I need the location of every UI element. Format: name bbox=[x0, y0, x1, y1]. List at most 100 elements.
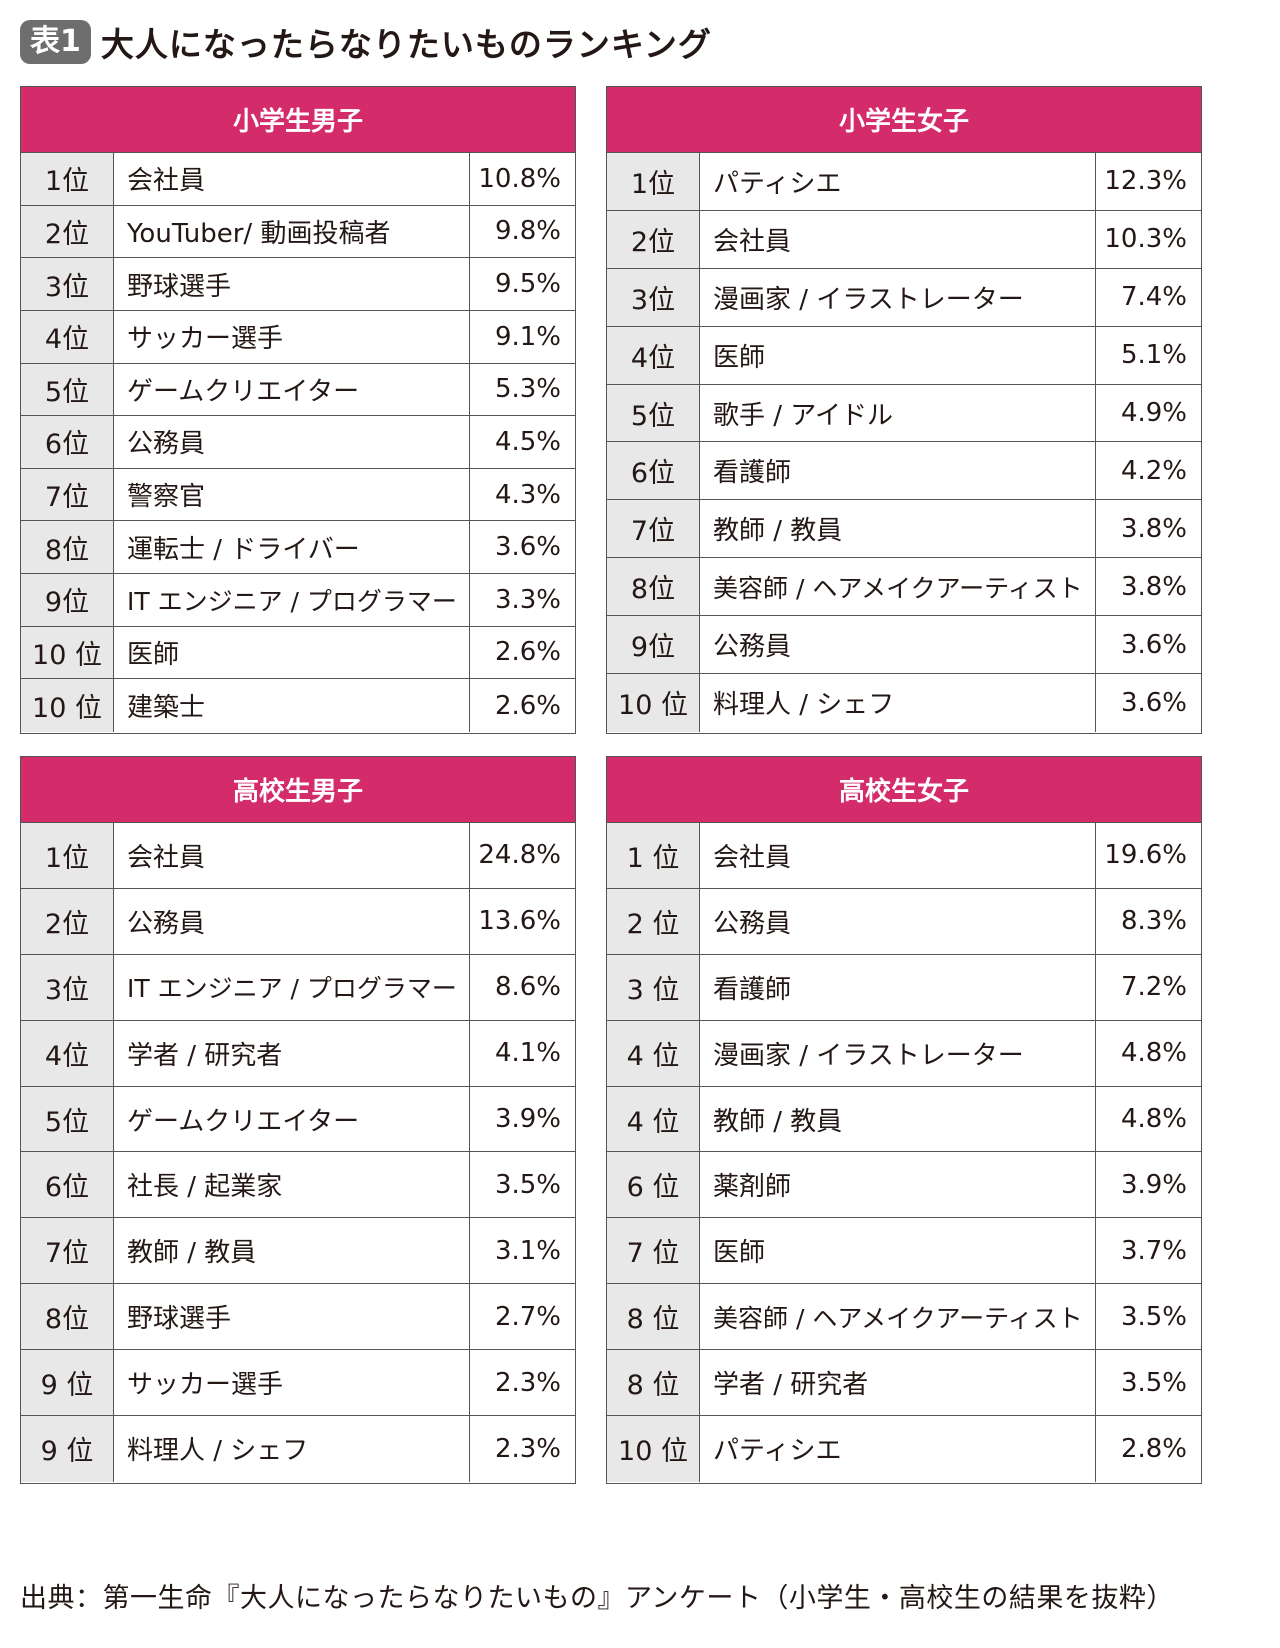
rank-cell: 7位 bbox=[607, 500, 700, 558]
percentage-cell: 10.3% bbox=[1104, 224, 1187, 255]
table-row: 8位 野球選手 2.7% bbox=[21, 1284, 575, 1351]
occupation-cell: 教師 / 教員 bbox=[700, 1086, 1096, 1152]
table-title: 小学生男子 bbox=[21, 87, 575, 153]
occupation-cell: 運転士 / ドライバー bbox=[114, 521, 470, 573]
rank-cell: 4 位 bbox=[607, 1086, 700, 1152]
occupation-cell: 公務員 bbox=[114, 888, 470, 954]
percentage-cell: 4.5% bbox=[494, 426, 561, 457]
occupation-cell: 歌手 / アイドル bbox=[700, 384, 1096, 442]
table-row: 5位 ゲームクリエイター 5.3% bbox=[21, 363, 575, 417]
percentage-cell: 3.6% bbox=[1120, 629, 1187, 660]
rank-cell: 9位 bbox=[607, 616, 700, 674]
occupation-cell: 会社員 bbox=[114, 153, 470, 205]
occupation-cell: 漫画家 / イラストレーター bbox=[700, 1020, 1096, 1086]
table-row: 2位 YouTuber/ 動画投稿者 9.8% bbox=[21, 205, 575, 259]
rank-cell: 2位 bbox=[21, 205, 114, 258]
rank-cell: 7位 bbox=[21, 1218, 114, 1284]
page-title: 大人になったらなりたいものランキング bbox=[100, 25, 712, 64]
percentage-cell: 2.7% bbox=[494, 1301, 561, 1332]
rank-cell: 4 位 bbox=[607, 1020, 700, 1086]
occupation-cell: IT エンジニア / プログラマー bbox=[114, 954, 470, 1020]
rank-cell: 10 位 bbox=[607, 674, 700, 732]
percentage-cell: 3.6% bbox=[1120, 687, 1187, 718]
table-row: 4 位漫画家 / イラストレーター 4.8% bbox=[607, 1020, 1201, 1087]
table-row: 9位 公務員 3.6% bbox=[607, 616, 1201, 675]
percentage-cell: 2.8% bbox=[1120, 1433, 1187, 1464]
table-row: 1位 会社員 10.8% bbox=[21, 153, 575, 206]
rank-cell: 8 位 bbox=[607, 1350, 700, 1416]
source-note: 出典：第一生命『大人になったらなりたいもの』アンケート（小学生・高校生の結果を抜… bbox=[20, 1583, 1174, 1614]
occupation-cell: 料理人 / シェフ bbox=[114, 1416, 470, 1482]
percentage-cell: 9.1% bbox=[494, 321, 561, 352]
rank-cell: 1位 bbox=[607, 153, 700, 210]
rank-cell: 6 位 bbox=[607, 1152, 700, 1218]
occupation-cell: 野球選手 bbox=[114, 1284, 470, 1350]
rank-cell: 2位 bbox=[607, 210, 700, 268]
percentage-cell: 3.5% bbox=[494, 1169, 561, 1200]
percentage-cell: 3.9% bbox=[1120, 1169, 1187, 1200]
occupation-cell: 建築士 bbox=[114, 679, 470, 732]
table-row: 9 位サッカー選手 2.3% bbox=[21, 1350, 575, 1417]
occupation-cell: 薬剤師 bbox=[700, 1152, 1096, 1218]
rank-cell: 1位 bbox=[21, 153, 114, 205]
table-title: 小学生女子 bbox=[607, 87, 1201, 153]
table-row: 1位 会社員 24.8% bbox=[21, 823, 575, 889]
table-row: 9 位料理人 / シェフ 2.3% bbox=[21, 1416, 575, 1482]
rank-cell: 10 位 bbox=[21, 626, 114, 679]
occupation-cell: 美容師 / ヘアメイクアーティスト bbox=[700, 558, 1096, 616]
percentage-cell: 3.6% bbox=[494, 532, 561, 563]
table-row: 2位 会社員 10.3% bbox=[607, 210, 1201, 269]
occupation-cell: 医師 bbox=[700, 326, 1096, 384]
table-elementary-boys: 小学生男子 1位 会社員 10.8% 2位 YouTuber/ 動画投稿者 9.8% 3位 野球… bbox=[20, 86, 576, 734]
occupation-cell: 公務員 bbox=[114, 416, 470, 468]
table-row: 5位 歌手 / アイドル 4.9% bbox=[607, 384, 1201, 443]
table-row: 10 位建築士 2.6% bbox=[21, 679, 575, 732]
table-row: 8 位学者 / 研究者 3.5% bbox=[607, 1350, 1201, 1417]
rank-cell: 9 位 bbox=[21, 1350, 114, 1416]
rank-cell: 3位 bbox=[21, 954, 114, 1020]
percentage-cell: 10.8% bbox=[478, 163, 561, 194]
rank-cell: 1 位 bbox=[607, 823, 700, 888]
table-row: 2位 公務員 13.6% bbox=[21, 888, 575, 955]
rank-cell: 4位 bbox=[21, 1020, 114, 1086]
table-row: 10 位料理人 / シェフ 3.6% bbox=[607, 674, 1201, 732]
rank-cell: 7 位 bbox=[607, 1218, 700, 1284]
occupation-cell: 看護師 bbox=[700, 442, 1096, 500]
table-row: 4位 学者 / 研究者 4.1% bbox=[21, 1020, 575, 1087]
occupation-cell: 公務員 bbox=[700, 888, 1096, 954]
occupation-cell: 美容師 / ヘアメイクアーティスト bbox=[700, 1284, 1096, 1350]
rank-cell: 4位 bbox=[21, 310, 114, 363]
table-row: 3 位看護師 7.2% bbox=[607, 954, 1201, 1021]
percentage-cell: 5.1% bbox=[1120, 340, 1187, 371]
percentage-cell: 12.3% bbox=[1104, 166, 1187, 197]
page-header: 表1 大人になったらなりたいものランキング bbox=[20, 18, 712, 66]
percentage-cell: 24.8% bbox=[478, 840, 561, 871]
table-row: 1位 パティシエ 12.3% bbox=[607, 153, 1201, 211]
rank-cell: 9 位 bbox=[21, 1416, 114, 1482]
rank-cell: 4位 bbox=[607, 326, 700, 384]
table-row: 4位 医師 5.1% bbox=[607, 326, 1201, 385]
rank-cell: 5位 bbox=[21, 363, 114, 416]
percentage-cell: 5.3% bbox=[494, 374, 561, 405]
table-row: 3位 野球選手 9.5% bbox=[21, 258, 575, 311]
occupation-cell: ゲームクリエイター bbox=[114, 363, 470, 416]
table-row: 1 位会社員 19.6% bbox=[607, 823, 1201, 889]
table-row: 4 位教師 / 教員 4.8% bbox=[607, 1086, 1201, 1153]
table-row: 10 位パティシエ 2.8% bbox=[607, 1416, 1201, 1482]
percentage-cell: 4.8% bbox=[1120, 1104, 1187, 1134]
occupation-cell: 警察官 bbox=[114, 468, 470, 521]
percentage-cell: 2.3% bbox=[494, 1433, 561, 1464]
rank-cell: 6位 bbox=[607, 442, 700, 500]
table-row: 9位 IT エンジニア / プログラマー 3.3% bbox=[21, 574, 575, 627]
percentage-cell: 3.1% bbox=[494, 1235, 561, 1266]
rank-cell: 3位 bbox=[21, 258, 114, 310]
rank-cell: 6位 bbox=[21, 1152, 114, 1218]
table-row: 6位 社長 / 起業家 3.5% bbox=[21, 1152, 575, 1219]
percentage-cell: 2.6% bbox=[494, 690, 561, 721]
occupation-cell: 看護師 bbox=[700, 954, 1096, 1020]
occupation-cell: 学者 / 研究者 bbox=[114, 1020, 470, 1086]
table-row: 4位 サッカー選手 9.1% bbox=[21, 310, 575, 364]
occupation-cell: 公務員 bbox=[700, 616, 1096, 674]
percentage-cell: 4.3% bbox=[494, 479, 561, 510]
rank-cell: 8位 bbox=[21, 521, 114, 573]
